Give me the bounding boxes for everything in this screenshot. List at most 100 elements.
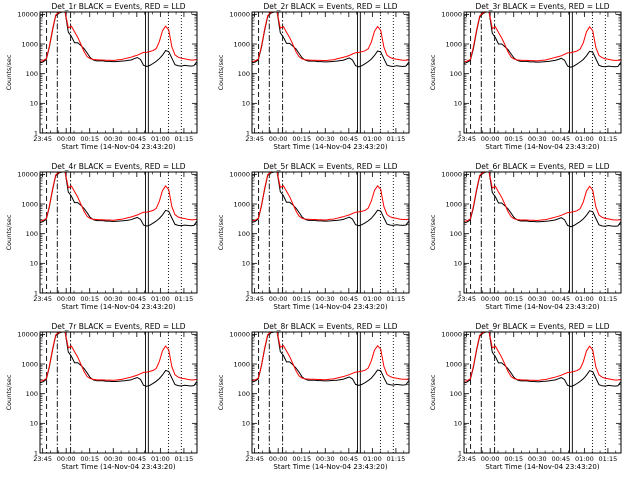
x-tick-label: 00:45 bbox=[127, 295, 146, 303]
y-tick-label: 10 bbox=[454, 260, 462, 268]
series-events-line bbox=[464, 332, 621, 388]
y-tick-label: 1 bbox=[246, 449, 250, 457]
panel-series bbox=[252, 332, 409, 386]
x-tick-label: 01:00 bbox=[575, 135, 594, 143]
y-tick-label: 10000 bbox=[17, 171, 38, 179]
x-tick-label: 00:45 bbox=[551, 455, 570, 463]
panel-frame bbox=[39, 331, 198, 454]
x-tick-label: 23:45 bbox=[33, 295, 52, 303]
y-tick-label: 1000 bbox=[445, 40, 462, 48]
x-axis-label: Start Time (14-Nov-04 23:43:20) bbox=[61, 463, 175, 471]
y-tick-label: 1 bbox=[458, 289, 462, 297]
panel-frame bbox=[251, 331, 410, 454]
panel-frame bbox=[463, 11, 622, 134]
x-axis-label: Start Time (14-Nov-04 23:43:20) bbox=[485, 303, 599, 311]
y-axis-label: Counts/sec bbox=[217, 374, 225, 410]
panel-series bbox=[464, 12, 621, 68]
panel-series bbox=[40, 172, 197, 227]
y-tick-label: 10000 bbox=[441, 171, 462, 179]
series-events-line bbox=[464, 12, 621, 68]
panel-series bbox=[252, 172, 409, 227]
series-events-line bbox=[40, 172, 197, 227]
panel-7: Det_7r BLACK = Events, RED = LLD Counts/s… bbox=[5, 322, 198, 471]
x-tick-label: 01:15 bbox=[599, 295, 618, 303]
x-tick-label: 23:45 bbox=[457, 295, 476, 303]
series-lld-line bbox=[40, 172, 197, 222]
x-tick-label: 00:00 bbox=[481, 295, 500, 303]
panel-title: Det_5r BLACK = Events, RED = LLD bbox=[263, 162, 397, 171]
y-tick-label: 10000 bbox=[17, 331, 38, 339]
x-tick-label: 01:15 bbox=[175, 295, 194, 303]
series-events-line bbox=[40, 332, 197, 387]
panel-series bbox=[40, 332, 197, 387]
y-tick-label: 1000 bbox=[21, 200, 38, 208]
panel-title: Det_4r BLACK = Events, RED = LLD bbox=[51, 162, 185, 171]
x-tick-label: 00:30 bbox=[104, 135, 123, 143]
panel-5: Det_5r BLACK = Events, RED = LLD Counts/s… bbox=[217, 162, 410, 311]
panel-title: Det_6r BLACK = Events, RED = LLD bbox=[475, 162, 609, 171]
panel-1: Det_1r BLACK = Events, RED = LLD Counts/s… bbox=[5, 2, 198, 151]
panel-frame bbox=[39, 171, 198, 294]
x-tick-label: 01:15 bbox=[599, 455, 618, 463]
x-tick-label: 00:15 bbox=[504, 455, 523, 463]
y-tick-label: 100 bbox=[26, 70, 38, 78]
series-events-line bbox=[464, 172, 621, 228]
x-tick-label: 00:00 bbox=[481, 455, 500, 463]
panel-3: Det_3r BLACK = Events, RED = LLD Counts/s… bbox=[429, 2, 622, 151]
y-tick-label: 1 bbox=[34, 129, 38, 137]
panel-4: Det_4r BLACK = Events, RED = LLD Counts/s… bbox=[5, 162, 198, 311]
x-tick-label: 00:00 bbox=[269, 295, 288, 303]
y-tick-label: 10 bbox=[30, 420, 38, 428]
x-tick-label: 00:30 bbox=[104, 295, 123, 303]
x-tick-label: 01:00 bbox=[363, 455, 382, 463]
y-tick-label: 10 bbox=[454, 100, 462, 108]
y-tick-label: 100 bbox=[450, 70, 462, 78]
panel-9: Det_9r BLACK = Events, RED = LLD Counts/s… bbox=[429, 322, 622, 471]
x-tick-label: 01:15 bbox=[387, 455, 406, 463]
x-axis-label: Start Time (14-Nov-04 23:43:20) bbox=[61, 143, 175, 151]
x-tick-label: 23:45 bbox=[245, 455, 264, 463]
x-tick-label: 01:00 bbox=[151, 135, 170, 143]
y-axis-label: Counts/sec bbox=[5, 374, 13, 410]
series-lld-line bbox=[40, 12, 197, 62]
series-lld-line bbox=[252, 12, 409, 63]
x-tick-label: 00:45 bbox=[551, 135, 570, 143]
x-tick-label: 23:45 bbox=[457, 455, 476, 463]
x-tick-label: 00:15 bbox=[292, 295, 311, 303]
x-tick-label: 00:30 bbox=[104, 455, 123, 463]
x-tick-label: 00:30 bbox=[316, 455, 335, 463]
y-tick-label: 10 bbox=[242, 260, 250, 268]
x-tick-label: 01:00 bbox=[151, 455, 170, 463]
y-axis-label: Counts/sec bbox=[5, 54, 13, 90]
x-tick-label: 01:00 bbox=[151, 295, 170, 303]
y-tick-label: 1 bbox=[246, 289, 250, 297]
x-tick-label: 00:00 bbox=[269, 135, 288, 143]
panel-frame bbox=[463, 171, 622, 294]
y-tick-label: 10 bbox=[242, 420, 250, 428]
panel-frame bbox=[463, 331, 622, 454]
series-lld-line bbox=[252, 332, 409, 382]
y-tick-label: 1 bbox=[246, 129, 250, 137]
y-tick-label: 10000 bbox=[229, 171, 250, 179]
x-tick-label: 23:45 bbox=[245, 295, 264, 303]
x-tick-label: 00:45 bbox=[339, 295, 358, 303]
series-events-line bbox=[252, 172, 409, 227]
series-events-line bbox=[252, 12, 409, 68]
y-tick-label: 10 bbox=[30, 260, 38, 268]
x-tick-label: 01:15 bbox=[175, 455, 194, 463]
x-tick-label: 01:00 bbox=[575, 295, 594, 303]
y-tick-label: 100 bbox=[26, 230, 38, 238]
x-tick-label: 23:45 bbox=[33, 455, 52, 463]
x-tick-label: 00:15 bbox=[292, 455, 311, 463]
y-axis-label: Counts/sec bbox=[217, 54, 225, 90]
y-axis-label: Counts/sec bbox=[429, 54, 437, 90]
x-tick-label: 00:45 bbox=[127, 455, 146, 463]
x-axis-label: Start Time (14-Nov-04 23:43:20) bbox=[273, 303, 387, 311]
y-tick-label: 10000 bbox=[229, 331, 250, 339]
y-tick-label: 10 bbox=[242, 100, 250, 108]
y-axis-label: Counts/sec bbox=[429, 374, 437, 410]
x-tick-label: 23:45 bbox=[457, 135, 476, 143]
panel-8: Det_8r BLACK = Events, RED = LLD Counts/s… bbox=[217, 322, 410, 471]
x-tick-label: 00:15 bbox=[504, 295, 523, 303]
